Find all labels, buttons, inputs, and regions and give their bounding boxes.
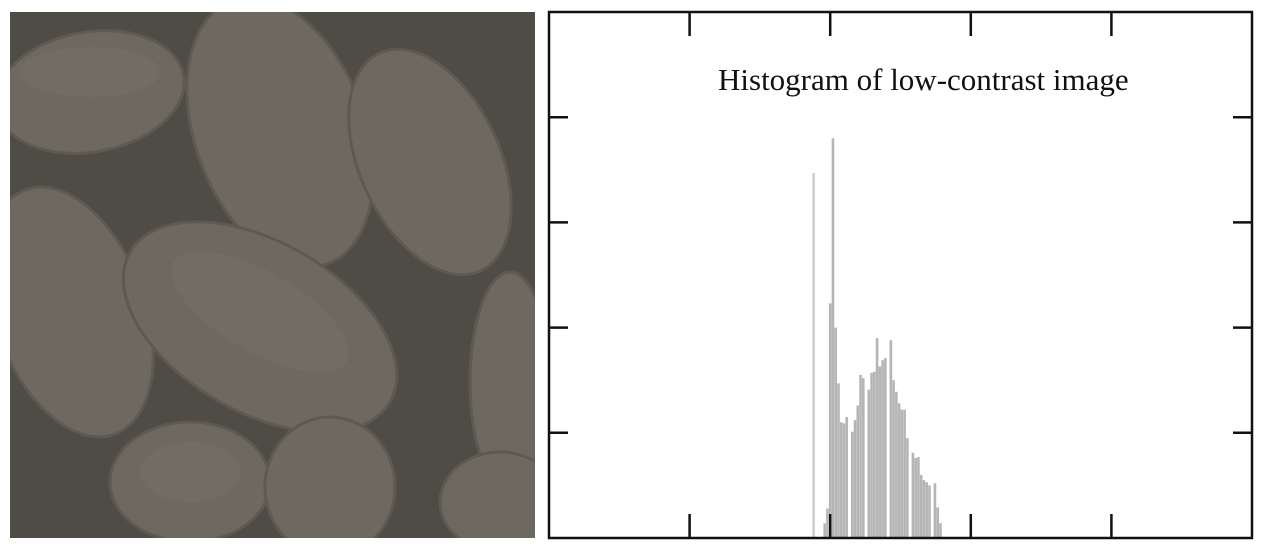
histogram-bar [812,172,815,538]
histogram-bar [936,507,940,538]
histogram-bar [845,417,849,538]
histogram-bar [831,138,835,539]
histogram-bar [884,358,887,538]
histogram-bar [900,409,904,538]
histogram-bar [839,422,843,538]
histogram-bar [914,458,917,538]
histogram-bar [939,523,942,538]
histogram-bar [867,389,871,538]
histogram-bar [895,391,898,538]
histogram-bar [853,420,857,538]
histogram-bar [870,372,873,538]
plot-frame [547,10,1254,540]
histogram-bar [903,409,906,538]
histogram-bar [919,474,923,538]
histogram-bars [812,138,942,539]
chart-title: Histogram of low-contrast image [718,62,1129,97]
histogram-bar [850,431,854,538]
histogram-bar [881,360,884,538]
histogram-bar [859,374,862,538]
histogram-bar [922,480,926,538]
histogram-bar [875,338,879,538]
histogram-bar [861,378,865,538]
histogram-bar [892,380,895,538]
histogram-bar [928,485,931,538]
histogram-bar [925,482,928,538]
axes-frame [547,10,1254,540]
histogram-bar [878,366,882,538]
histogram-bar [828,303,832,538]
histogram-bar [826,508,829,538]
histogram-bar [897,403,901,538]
histogram-bar [834,327,838,538]
histogram-bar [933,483,937,538]
histogram-bar [906,438,909,538]
histogram-bar [856,405,860,538]
histogram-bar [837,383,840,538]
histogram-bar [911,452,915,538]
histogram-bar [823,523,826,538]
low-contrast-image [10,12,535,538]
histogram-bar [842,423,846,538]
histogram-bar [917,456,920,538]
histogram-bar [889,340,893,538]
histogram-bar [873,371,876,538]
